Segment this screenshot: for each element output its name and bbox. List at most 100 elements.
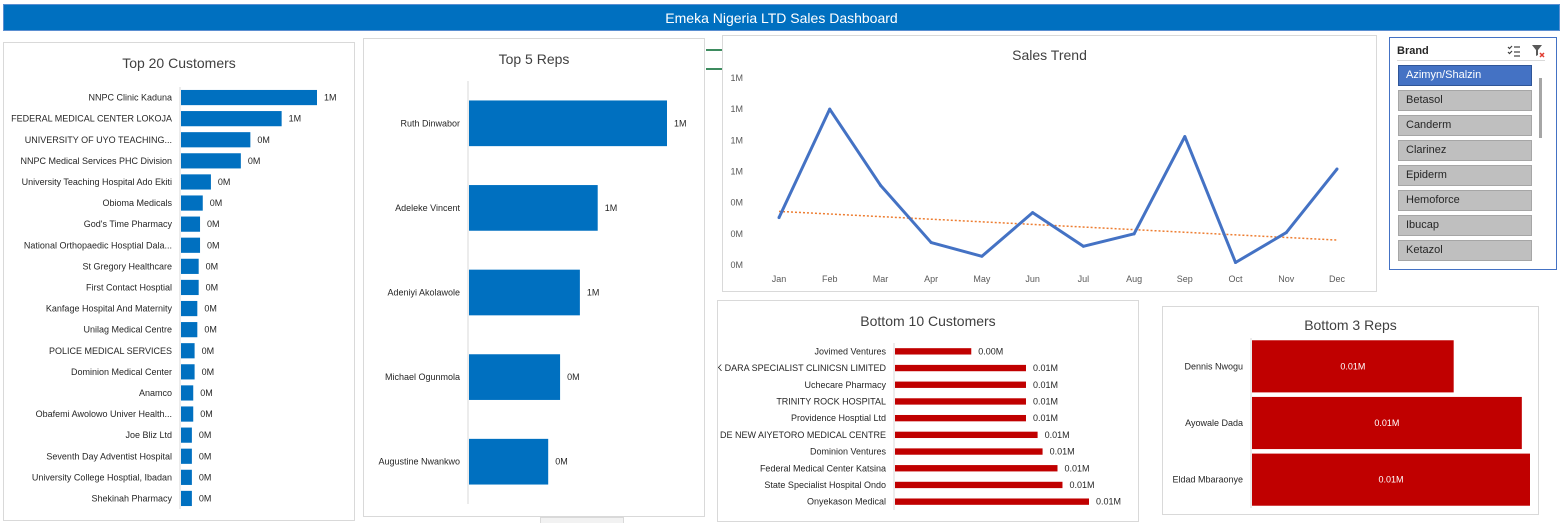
data-label: 0M	[257, 135, 270, 145]
category-label: National Orthopaedic Hosptial Dala...	[24, 240, 172, 250]
y-tick-label: 0M	[730, 260, 743, 270]
bar	[1252, 396, 1522, 450]
category-label: Providence Hosptial Ltd	[791, 413, 886, 423]
top-5-reps-chart[interactable]: Top 5 Reps Ruth Dinwabor 1M Adeleke Vincen…	[363, 38, 705, 517]
data-label: 0.01M	[1033, 380, 1058, 390]
data-label: 0M	[204, 304, 217, 314]
data-label: 0.01M	[1033, 396, 1058, 406]
bar	[469, 354, 561, 400]
sales-series-line	[777, 107, 1339, 265]
chart-title: Bottom 10 Customers	[860, 313, 996, 329]
data-point	[1132, 232, 1136, 236]
clear-filter-icon[interactable]	[1531, 44, 1545, 58]
data-label: 0M	[567, 372, 580, 382]
bar	[895, 498, 1089, 505]
bar	[895, 398, 1026, 405]
data-point	[1335, 167, 1339, 171]
slicer-item[interactable]: Canderm	[1398, 115, 1532, 136]
bar	[181, 195, 203, 211]
multi-select-icon[interactable]	[1507, 44, 1521, 58]
bar	[469, 269, 580, 316]
top-5-reps-plot: Ruth Dinwabor 1M Adeleke Vincent 1M Adeniyi …	[378, 81, 687, 504]
bar	[181, 448, 192, 464]
data-label: 0M	[206, 261, 219, 271]
y-tick-label: 0M	[730, 198, 743, 208]
data-label: 0M	[207, 240, 220, 250]
data-label: 0.01M	[1096, 497, 1121, 507]
slicer-item[interactable]: Hemoforce	[1398, 190, 1532, 211]
bar	[469, 438, 549, 485]
bar	[181, 89, 317, 106]
category-label: Kanfage Hospital And Maternity	[46, 304, 173, 314]
bar	[181, 406, 194, 422]
x-tick-label: Oct	[1229, 274, 1244, 284]
category-label: Obioma Medicals	[102, 198, 172, 208]
category-label: DE NEW AIYETORO MEDICAL CENTRE	[720, 430, 886, 440]
bottom-10-customers-plot: Jovimed Ventures 0.00M K DARA SPECIALIST C…	[718, 343, 1121, 510]
bar	[895, 481, 1063, 489]
bar	[181, 153, 241, 169]
chart-title: Top 5 Reps	[498, 51, 570, 67]
category-label: Obafemi Awolowo Univer Health...	[36, 409, 172, 419]
data-label: 0M	[199, 493, 212, 503]
chart-title: Top 20 Customers	[122, 55, 236, 71]
bar	[181, 216, 201, 232]
category-label: First Contact Hosptial	[86, 282, 172, 292]
data-point	[878, 183, 882, 187]
data-label: 0M	[207, 219, 220, 229]
bar	[181, 174, 211, 190]
data-label: 0M	[206, 282, 219, 292]
x-tick-label: Jan	[772, 274, 787, 284]
slicer-title: Brand	[1397, 45, 1429, 57]
category-label: POLICE MEDICAL SERVICES	[49, 346, 172, 356]
y-tick-label: 0M	[730, 229, 743, 239]
y-tick-label: 1M	[730, 104, 743, 114]
brand-slicer[interactable]: Brand Azimyn/Shalzin Betasol Canderm Cla…	[1389, 37, 1557, 270]
top-20-customers-plot: NNPC Clinic Kaduna 1M FEDERAL MEDICAL CENT…	[11, 87, 337, 509]
category-label: NNPC Medical Services PHC Division	[20, 156, 172, 166]
bar	[181, 469, 192, 485]
slicer-item[interactable]: Azimyn/Shalzin	[1398, 65, 1532, 86]
bottom-3-reps-chart[interactable]: Bottom 3 Reps Dennis Nwogu 0.01M Ayowale D…	[1162, 306, 1539, 515]
data-label: 0.01M	[1033, 413, 1058, 423]
slicer-scrollbar[interactable]	[1539, 78, 1542, 138]
slicer-item[interactable]: Ketazol	[1398, 240, 1532, 261]
category-label: Adeleke Vincent	[395, 203, 460, 213]
slicer-item[interactable]: Clarinez	[1398, 140, 1532, 161]
x-tick-label: Apr	[924, 274, 938, 284]
category-label: FEDERAL MEDICAL CENTER LOKOJA	[11, 114, 172, 124]
data-label: 0M	[204, 325, 217, 335]
category-label: Federal Medical Center Katsina	[760, 463, 886, 473]
category-label: Dominion Medical Center	[71, 367, 172, 377]
x-tick-label: Nov	[1278, 274, 1295, 284]
y-tick-label: 1M	[730, 73, 743, 83]
category-label: State Specialist Hospital Ondo	[764, 480, 886, 490]
sales-trend-chart[interactable]: Sales Trend 0M 0M 0M 1M 1M 1M 1M Jan Feb Mar Apr Ma…	[722, 35, 1377, 292]
bar	[181, 322, 198, 338]
bar	[181, 490, 192, 507]
trendline	[778, 210, 1338, 241]
data-point	[980, 254, 984, 258]
bar	[895, 414, 1026, 422]
data-point	[777, 216, 781, 220]
data-label: 0.01M	[1340, 361, 1365, 371]
top-20-customers-chart[interactable]: Top 20 Customers NNPC Clinic Kaduna 1M FED…	[3, 42, 355, 521]
category-label: TRINITY ROCK HOSPITAL	[776, 396, 886, 406]
slicer-header: Brand	[1397, 42, 1547, 58]
category-label: Dominion Ventures	[810, 447, 887, 457]
category-label: Jovimed Ventures	[814, 346, 886, 356]
bar	[181, 427, 192, 443]
data-label: 1M	[289, 114, 302, 124]
slicer-item[interactable]: Betasol	[1398, 90, 1532, 111]
x-tick-label: Mar	[873, 274, 889, 284]
bar	[895, 448, 1043, 455]
category-label: Shekinah Pharmacy	[91, 493, 172, 503]
bottom-10-customers-chart[interactable]: Bottom 10 Customers Jovimed Ventures 0.00…	[717, 300, 1139, 522]
bar	[181, 385, 194, 401]
data-point	[1234, 261, 1238, 265]
y-tick-label: 1M	[730, 135, 743, 145]
category-label: UNIVERSITY OF UYO TEACHING...	[25, 135, 172, 145]
data-label: 0M	[199, 472, 212, 482]
slicer-item[interactable]: Epiderm	[1398, 165, 1532, 186]
slicer-item[interactable]: Ibucap	[1398, 215, 1532, 236]
